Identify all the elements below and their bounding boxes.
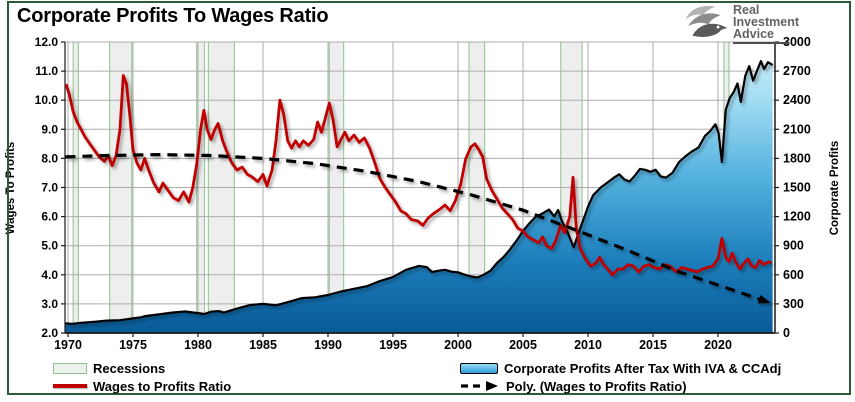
svg-text:2400: 2400 — [783, 93, 811, 107]
svg-text:2000: 2000 — [444, 338, 472, 352]
dashed-arrow-swatch — [461, 381, 498, 391]
legend-label: Recessions — [93, 360, 166, 376]
svg-text:2005: 2005 — [509, 338, 537, 352]
svg-text:900: 900 — [783, 239, 804, 253]
red-line-swatch — [53, 384, 87, 388]
corporate-profits-area — [65, 60, 774, 333]
svg-text:1500: 1500 — [783, 181, 811, 195]
brand-word-advice: Advice — [733, 27, 774, 41]
svg-text:2020: 2020 — [704, 338, 732, 352]
legend-label: Poly. (Wages to Profits Ratio) — [506, 378, 687, 394]
legend-label: Wages to Profits Ratio — [93, 378, 232, 394]
brand-word-investment: Investment — [733, 15, 799, 29]
recession-swatch — [53, 362, 87, 374]
legend-item-wages-ratio: Wages to Profits Ratio — [53, 378, 231, 394]
svg-text:2015: 2015 — [639, 338, 667, 352]
right-axis-ticks-labels: 0 300 600 900 1200 1500 1800 2100 2400 2700 3000 — [775, 35, 811, 340]
svg-text:1995: 1995 — [379, 338, 407, 352]
svg-text:1985: 1985 — [249, 338, 277, 352]
svg-text:3.0: 3.0 — [41, 297, 58, 311]
svg-text:600: 600 — [783, 268, 804, 282]
right-axis-title: Corporate Profits — [829, 141, 841, 236]
poly-trend-line — [65, 152, 771, 304]
svg-text:1970: 1970 — [54, 338, 82, 352]
legend-label: Corporate Profits After Tax With IVA & C… — [504, 360, 782, 376]
wages-to-profits-line — [64, 74, 772, 277]
svg-text:300: 300 — [783, 297, 804, 311]
svg-text:0: 0 — [783, 326, 790, 340]
brand-word-real: Real — [733, 3, 760, 17]
svg-text:1975: 1975 — [119, 338, 147, 352]
svg-text:7.0: 7.0 — [41, 181, 58, 195]
page-title: Corporate Profits To Wages Ratio — [17, 5, 329, 27]
svg-text:1200: 1200 — [783, 210, 811, 224]
brand-logo: Real Investment Advice — [684, 2, 799, 44]
eagle-logo-icon — [685, 5, 728, 37]
svg-text:2010: 2010 — [574, 338, 602, 352]
blue-area-swatch — [460, 362, 498, 374]
left-axis-title: Wages To Profits — [5, 142, 17, 235]
legend-item-recessions: Recessions — [53, 360, 165, 376]
svg-text:6.0: 6.0 — [41, 210, 58, 224]
svg-text:1800: 1800 — [783, 151, 811, 165]
legend-item-poly-trend: Poly. (Wages to Profits Ratio) — [460, 378, 687, 394]
svg-text:5.0: 5.0 — [41, 239, 58, 253]
svg-text:11.0: 11.0 — [35, 64, 58, 78]
svg-text:2100: 2100 — [783, 122, 811, 136]
legend-item-corporate-profits: Corporate Profits After Tax With IVA & C… — [460, 360, 781, 376]
svg-text:2700: 2700 — [783, 64, 811, 78]
svg-text:2.0: 2.0 — [41, 326, 58, 340]
svg-text:1990: 1990 — [314, 338, 342, 352]
brand-underline — [733, 42, 789, 44]
x-axis-ticks-labels: 1970 1975 1980 1985 1990 1995 2000 2005 2010 2015… — [54, 333, 732, 352]
brand-name: Real Investment Advice — [733, 4, 799, 44]
svg-text:9.0: 9.0 — [41, 122, 58, 136]
svg-text:8.0: 8.0 — [41, 151, 58, 165]
svg-text:1980: 1980 — [184, 338, 212, 352]
svg-text:3000: 3000 — [783, 35, 811, 49]
svg-text:12.0: 12.0 — [35, 35, 59, 49]
svg-text:4.0: 4.0 — [41, 268, 58, 282]
left-axis-ticks-labels: 2.0 3.0 4.0 5.0 6.0 7.0 8.0 9.0 10.0 11.0 12.0 — [35, 35, 65, 340]
svg-text:10.0: 10.0 — [35, 93, 59, 107]
